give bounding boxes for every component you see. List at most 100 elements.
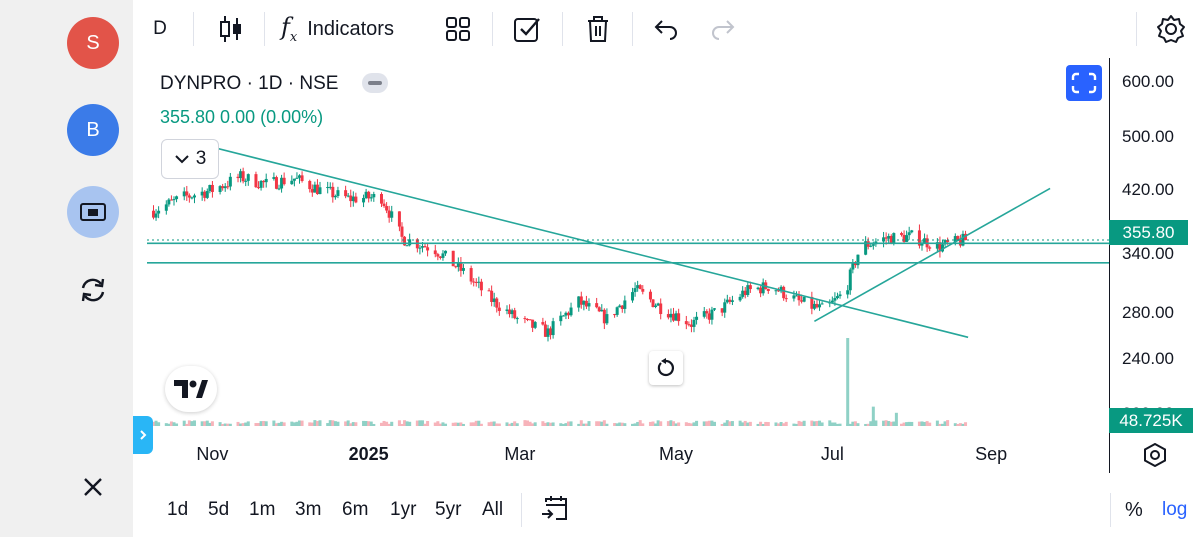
redo-icon bbox=[712, 20, 735, 40]
volume-bar bbox=[674, 423, 678, 426]
volume-bar bbox=[397, 420, 401, 426]
legend-toggle-button[interactable] bbox=[362, 73, 388, 93]
range-1d[interactable]: 1d bbox=[167, 499, 189, 520]
volume-bar bbox=[582, 423, 586, 426]
candle-body bbox=[851, 262, 855, 270]
volume-bar bbox=[292, 422, 296, 426]
candle-body bbox=[459, 262, 463, 271]
volume-bar bbox=[964, 422, 968, 426]
candle-body bbox=[200, 191, 204, 196]
volume-bar bbox=[528, 421, 532, 426]
candle-body bbox=[940, 244, 944, 252]
volume-bar bbox=[564, 423, 568, 426]
chart-pane[interactable] bbox=[133, 58, 1109, 473]
candle-body bbox=[935, 242, 939, 249]
candle-body bbox=[818, 304, 822, 308]
volume-bar bbox=[900, 423, 904, 426]
volume-bar bbox=[702, 421, 706, 426]
refresh-button[interactable] bbox=[68, 265, 118, 315]
volume-bar bbox=[461, 423, 465, 426]
reset-chart-button[interactable] bbox=[649, 351, 683, 385]
candle-body bbox=[871, 244, 875, 246]
volume-bar bbox=[659, 421, 663, 426]
range-6m[interactable]: 6m bbox=[342, 499, 369, 520]
candle-body bbox=[707, 313, 711, 320]
candle-body bbox=[510, 310, 514, 315]
axis-settings-button[interactable] bbox=[1140, 440, 1170, 470]
volume-bar bbox=[907, 421, 911, 426]
candle-body bbox=[900, 233, 904, 235]
range-1m[interactable]: 1m bbox=[249, 499, 276, 520]
range-1yr[interactable]: 1yr bbox=[390, 499, 417, 520]
candle-body bbox=[295, 177, 299, 179]
volume-bar bbox=[687, 422, 691, 426]
range-3m[interactable]: 3m bbox=[295, 499, 322, 520]
candle-body bbox=[259, 180, 263, 188]
candle-body bbox=[525, 318, 529, 320]
volume-bar bbox=[892, 421, 896, 426]
candle-body bbox=[613, 314, 617, 316]
settings-button[interactable] bbox=[1151, 0, 1191, 58]
volume-bar bbox=[835, 423, 839, 426]
candle-body bbox=[566, 312, 570, 316]
candle-body bbox=[577, 296, 581, 308]
indicators-collapse-button[interactable]: 3 bbox=[161, 139, 219, 179]
volume-bar bbox=[917, 421, 921, 426]
volume-bar bbox=[403, 420, 407, 426]
volume-bar bbox=[961, 423, 965, 426]
volume-bar bbox=[541, 421, 545, 426]
volume-bar bbox=[210, 421, 214, 426]
buy-button[interactable]: B bbox=[67, 104, 119, 156]
indicators-button[interactable]: fx Indicators bbox=[281, 0, 421, 58]
delete-button[interactable] bbox=[578, 0, 618, 58]
volume-bar bbox=[364, 421, 368, 426]
undo-button[interactable] bbox=[646, 0, 686, 58]
volume-bar bbox=[636, 421, 640, 426]
layouts-button[interactable] bbox=[438, 0, 478, 58]
candle-body bbox=[889, 235, 893, 244]
chart-type-button[interactable] bbox=[211, 0, 251, 58]
volume-bar bbox=[792, 423, 796, 426]
range-all[interactable]: All bbox=[482, 499, 504, 520]
volume-bar bbox=[579, 420, 583, 426]
candle-body bbox=[623, 300, 627, 309]
candle-body bbox=[561, 315, 565, 317]
log-toggle[interactable]: log bbox=[1162, 499, 1188, 520]
range-5d[interactable]: 5d bbox=[208, 499, 230, 520]
volume-label: 48.725K bbox=[1119, 410, 1183, 430]
volume-bar bbox=[631, 423, 635, 426]
volume-bar bbox=[420, 420, 424, 426]
candle-body bbox=[472, 281, 476, 283]
candle-body bbox=[272, 177, 276, 179]
redo-button[interactable] bbox=[703, 0, 743, 58]
volume-bar bbox=[613, 423, 617, 426]
volume-bar bbox=[259, 421, 263, 426]
fullscreen-button[interactable] bbox=[1066, 65, 1102, 101]
volume-bar bbox=[761, 423, 765, 426]
lock-button[interactable] bbox=[67, 186, 119, 238]
volume-bar bbox=[497, 423, 501, 426]
candle-body bbox=[579, 296, 583, 305]
candle-body bbox=[728, 299, 732, 302]
settings-hex-icon bbox=[1144, 443, 1166, 467]
candle-body bbox=[587, 303, 591, 307]
candle-body bbox=[172, 199, 176, 201]
candle-body bbox=[710, 309, 714, 320]
checkbox-button[interactable] bbox=[507, 0, 547, 58]
tradingview-logo-button[interactable] bbox=[165, 366, 217, 412]
percent-toggle[interactable]: % bbox=[1125, 499, 1143, 521]
goto-date-button[interactable] bbox=[538, 491, 572, 525]
volume-bar bbox=[167, 423, 171, 426]
candle-body bbox=[677, 313, 681, 322]
candle-body bbox=[456, 262, 460, 267]
divider bbox=[521, 493, 522, 527]
close-button[interactable] bbox=[68, 462, 118, 512]
volume-bar bbox=[738, 420, 742, 426]
price-chart[interactable] bbox=[133, 58, 1109, 473]
symbol-legend[interactable]: DYNPRO · 1D · NSE bbox=[160, 73, 339, 94]
expand-panel-button[interactable] bbox=[133, 416, 153, 454]
range-5yr[interactable]: 5yr bbox=[435, 499, 462, 520]
sell-button[interactable]: S bbox=[67, 17, 119, 69]
volume-bar bbox=[349, 423, 353, 426]
interval-button[interactable]: D bbox=[143, 0, 177, 58]
